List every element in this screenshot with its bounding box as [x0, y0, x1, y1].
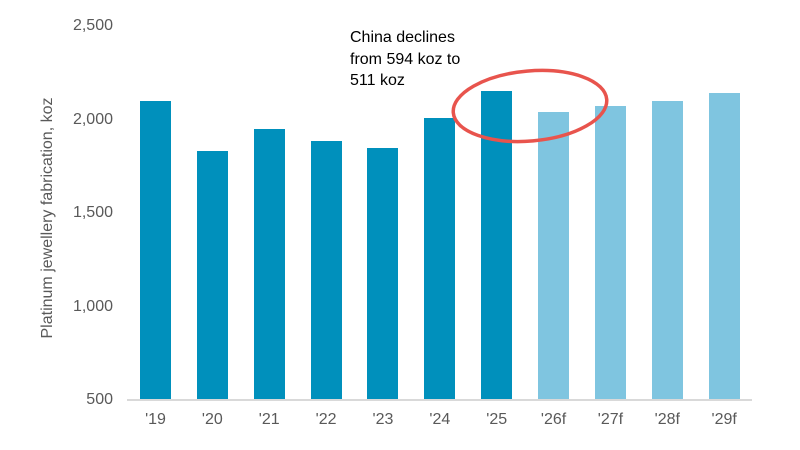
bar-25 [481, 90, 513, 400]
x-label-29f: '29f [711, 411, 737, 428]
bar-28f [651, 100, 683, 400]
plot-area [127, 26, 752, 400]
bar-29f [708, 93, 740, 400]
x-label-23: '23 [372, 411, 394, 428]
annotation-text: China declines from 594 koz to 511 koz [350, 29, 461, 89]
x-axis-line [127, 399, 752, 401]
bar-24 [424, 117, 456, 400]
y-tick-1000: 1,000 [72, 297, 113, 315]
bar-19 [140, 100, 171, 400]
y-tick-2000: 2,000 [72, 110, 113, 128]
y-tick-1500: 1,500 [72, 204, 113, 221]
x-label-25: '25 [486, 411, 508, 428]
x-label-19: '19 [145, 411, 166, 428]
bar-26f [538, 112, 570, 400]
bar-20 [196, 151, 228, 400]
bar-27f [594, 106, 626, 400]
bar-23 [367, 147, 399, 400]
y-tick-500: 500 [86, 391, 113, 408]
y-tick-2500: 2,500 [72, 17, 113, 34]
x-label-22: '22 [315, 411, 337, 428]
x-label-24: '24 [429, 411, 451, 428]
bar-22 [310, 141, 342, 400]
x-label-27f: '27f [597, 411, 624, 428]
x-label-21: '21 [258, 411, 280, 428]
bar-21 [253, 128, 285, 400]
x-label-28f: '28f [654, 411, 680, 428]
x-label-20: '20 [201, 411, 223, 428]
x-label-26f: '26f [540, 411, 567, 428]
